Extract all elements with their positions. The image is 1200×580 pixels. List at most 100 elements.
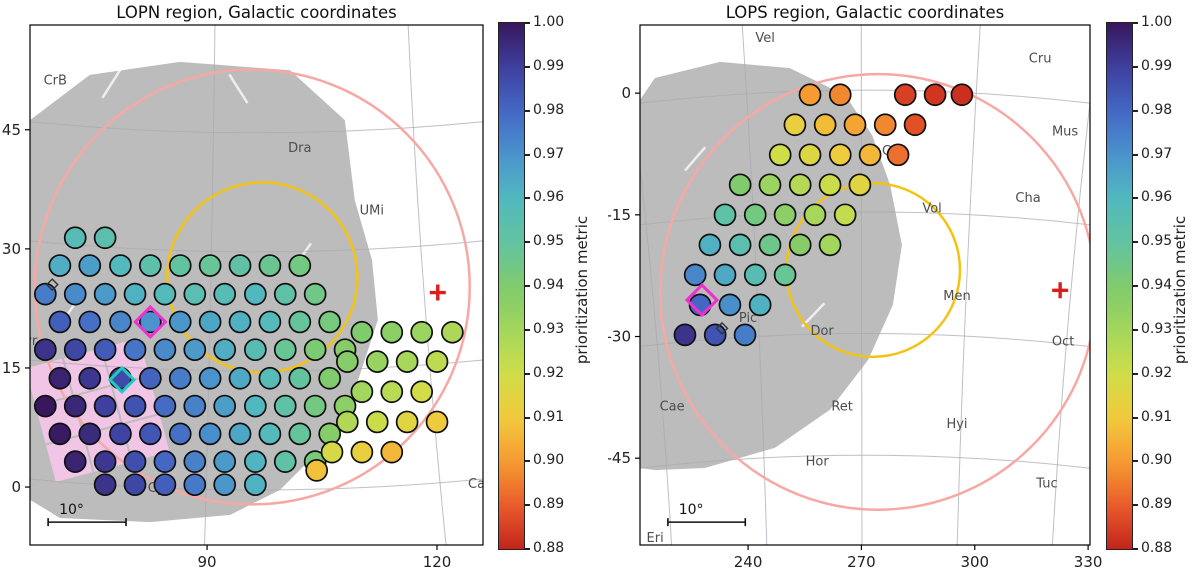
field-point	[365, 410, 389, 434]
field-point	[78, 310, 102, 334]
field-point	[818, 173, 842, 197]
field-point	[440, 320, 464, 344]
lopn-title: LOPN region, Galactic coordinates	[116, 3, 397, 22]
constellation-label: Oct	[1052, 334, 1074, 349]
field-point	[728, 173, 752, 197]
field-point	[273, 338, 297, 362]
colorbar-tick-label: 0.89	[1141, 496, 1173, 513]
field-point	[803, 203, 827, 227]
field-point	[183, 282, 207, 306]
colorbar-tick	[1133, 153, 1138, 156]
field-point	[153, 450, 177, 473]
field-point	[228, 366, 252, 390]
field-point	[138, 254, 162, 277]
field-point	[320, 440, 344, 464]
field-point	[78, 366, 102, 390]
x-tick-label: 300	[960, 553, 989, 571]
constellation-label: Cae	[660, 399, 685, 414]
y-tick-label: 0	[11, 478, 21, 496]
field-point	[33, 394, 57, 418]
field-point	[153, 473, 177, 497]
field-point	[350, 320, 374, 344]
field-point	[380, 440, 404, 464]
field-point	[228, 310, 252, 334]
colorbar-tick-label: 0.89	[533, 496, 565, 513]
field-point	[788, 233, 812, 257]
y-tick-label: -15	[608, 206, 631, 224]
field-point	[703, 323, 727, 347]
field-point	[828, 143, 852, 167]
graticule-parallel	[30, 359, 483, 372]
black-diamond-marker	[715, 321, 729, 335]
y-tick-label: -45	[608, 449, 631, 467]
colorbar-tick	[1133, 285, 1138, 287]
field-point	[798, 143, 822, 167]
colorbar-tick-label: 0.95	[1141, 233, 1173, 250]
scale-bar-label: 10°	[59, 502, 84, 518]
constellation-label: Dor	[810, 324, 834, 339]
colorbar-tick-label: 0.99	[1141, 57, 1173, 74]
colorbar-tick	[525, 22, 530, 24]
graticule-parallel	[30, 121, 483, 134]
field-point	[48, 310, 72, 334]
field-point	[48, 366, 72, 390]
field-point	[758, 233, 782, 257]
graticule-meridian	[0, 25, 22, 545]
field-point	[318, 310, 342, 334]
colorbar-tick	[525, 241, 530, 244]
field-point	[123, 394, 147, 418]
x-tick-label: 90	[198, 553, 217, 571]
field-point	[138, 422, 162, 446]
plot-border	[639, 24, 1091, 546]
cyan-diamond-marker	[107, 365, 137, 394]
constellation-label: UMi	[360, 204, 384, 219]
colorbar-gradient	[498, 22, 525, 550]
field-point	[303, 394, 327, 418]
field-point	[380, 380, 404, 404]
field-point	[168, 366, 192, 390]
colorbar-tick-label: 0.88	[1141, 540, 1173, 556]
graticule-parallel	[640, 89, 1090, 104]
plot-border	[29, 24, 484, 546]
black-diamond-marker	[45, 278, 59, 292]
graticule-meridian	[1051, 98, 1090, 545]
field-point	[93, 226, 117, 250]
colorbar-tick	[1133, 328, 1138, 331]
field-point	[244, 394, 267, 418]
field-point	[318, 366, 342, 390]
colorbar-tick-label: 0.92	[533, 364, 565, 381]
red-plus-marker	[1052, 282, 1069, 299]
field-point	[63, 226, 87, 250]
colorbar-ticks: 1.00 0.99 0.98 0.97 0.96 0.95 0.94 0.93 0.92 0.91…	[498, 14, 582, 556]
colorbar-tick-label: 0.96	[533, 189, 565, 206]
field-point	[123, 473, 147, 497]
field-point	[335, 410, 359, 434]
colorbar-tick	[525, 460, 530, 463]
footprint-gap-streak	[101, 68, 122, 99]
scale-bar	[667, 518, 747, 527]
colorbar-tick	[1133, 460, 1138, 463]
colorbar-tick	[1133, 504, 1138, 507]
field-point	[828, 83, 852, 107]
colorbar-tick	[525, 109, 530, 112]
field-point	[758, 173, 782, 197]
colorbar-tick-label: 0.98	[533, 101, 565, 118]
colorbar-tick	[1133, 109, 1138, 112]
field-point	[183, 473, 207, 497]
field-point	[228, 422, 252, 446]
field-point	[123, 338, 147, 362]
colorbar-tick-label: 0.90	[533, 452, 565, 469]
colorbar-tick-label: 0.97	[1141, 145, 1173, 162]
colorbar-tick	[1133, 548, 1138, 550]
graticule-parallel	[30, 240, 483, 253]
lops-colorbar-label: prioritization metric	[1171, 215, 1190, 365]
field-point	[395, 410, 419, 434]
field-point	[244, 450, 267, 473]
field-point	[303, 282, 327, 306]
field-point	[168, 310, 192, 334]
field-point	[123, 282, 147, 306]
colorbar-tick-label: 0.93	[533, 320, 565, 337]
field-point	[713, 203, 737, 227]
